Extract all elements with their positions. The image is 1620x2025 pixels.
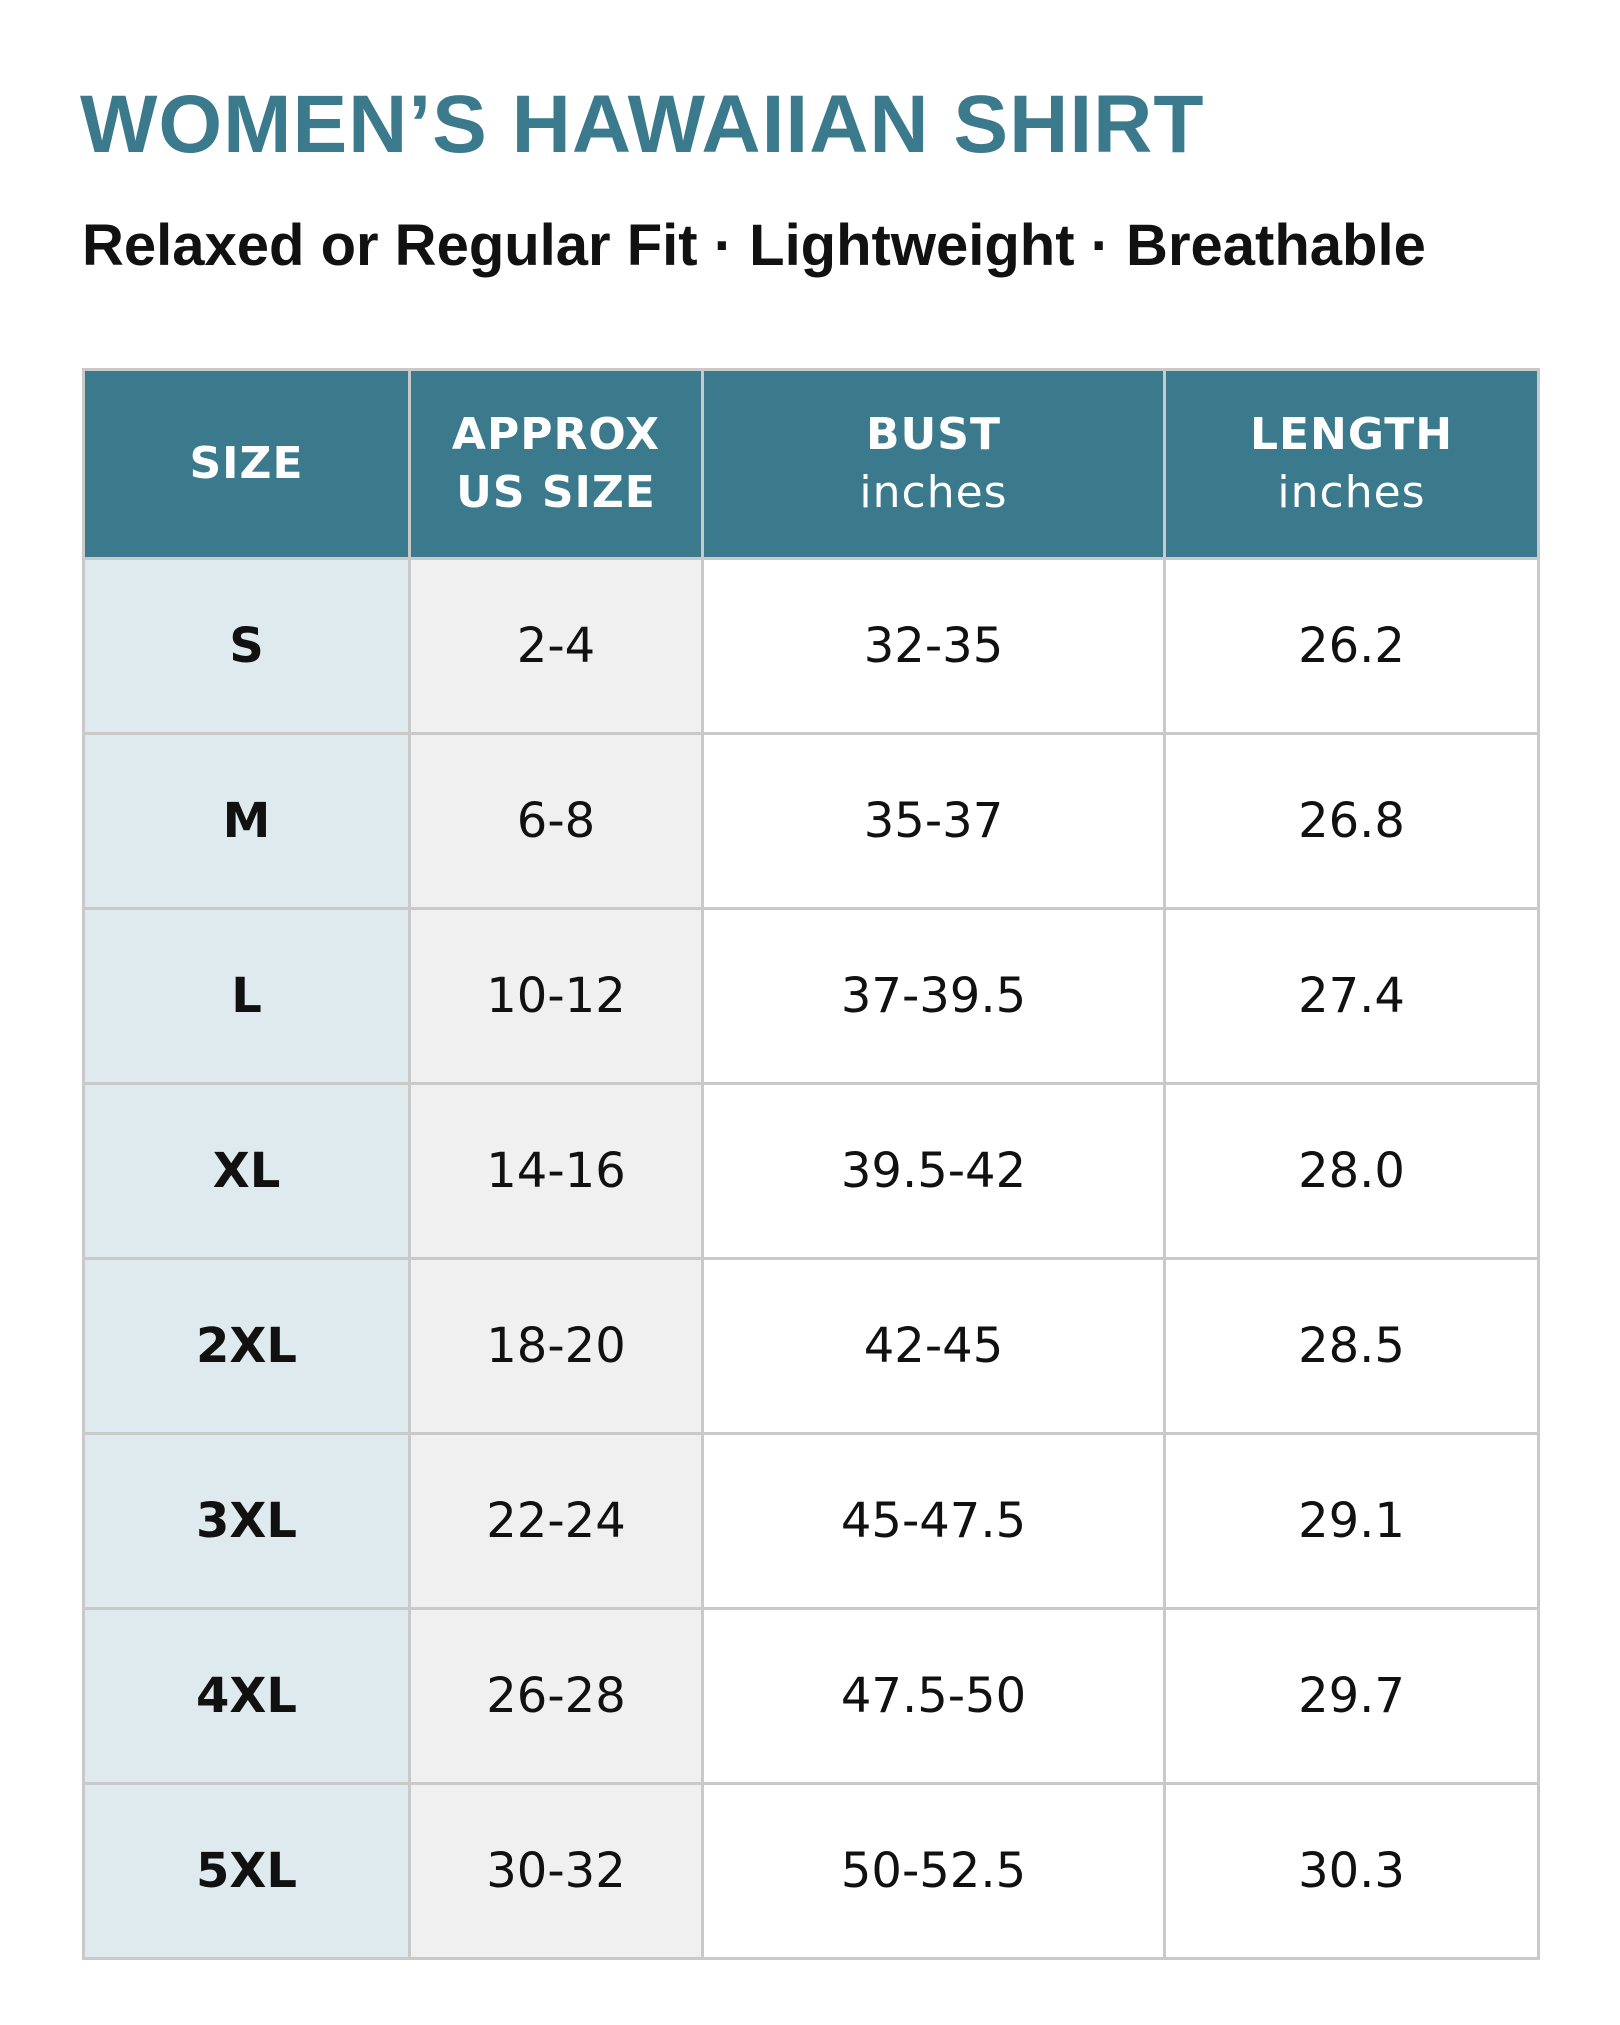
table-cell: 27.4 — [1163, 907, 1540, 1085]
table-cell: 26-28 — [408, 1607, 704, 1785]
table-cell: 37-39.5 — [701, 907, 1166, 1085]
header-unit: inches — [859, 467, 1008, 518]
table-row: 2XL 18-20 42-45 28.5 — [82, 1257, 1540, 1435]
size-table: SIZE APPROX US SIZE BUST inches LENGTH inches … — [82, 368, 1540, 1960]
table-cell: 2-4 — [408, 557, 704, 735]
table-cell: 3XL — [82, 1432, 411, 1610]
header-label: SIZE — [189, 438, 304, 489]
column-header: BUST inches — [701, 368, 1166, 560]
header-label: BUST — [866, 409, 1001, 460]
table-cell: 28.5 — [1163, 1257, 1540, 1435]
header-unit: inches — [1277, 467, 1426, 518]
table-cell: 14-16 — [408, 1082, 704, 1260]
table-cell: 28.0 — [1163, 1082, 1540, 1260]
table-cell: 10-12 — [408, 907, 704, 1085]
header-label: US SIZE — [456, 467, 656, 518]
table-cell: 45-47.5 — [701, 1432, 1166, 1610]
table-row: XL 14-16 39.5-42 28.0 — [82, 1082, 1540, 1260]
table-cell: 18-20 — [408, 1257, 704, 1435]
table-cell: 50-52.5 — [701, 1782, 1166, 1960]
header-label: LENGTH — [1249, 409, 1454, 460]
table-row: L 10-12 37-39.5 27.4 — [82, 907, 1540, 1085]
table-cell: 42-45 — [701, 1257, 1166, 1435]
table-cell: 35-37 — [701, 732, 1166, 910]
title: WOMEN’S HAWAIIAN SHIRT — [80, 79, 1205, 170]
table-cell: M — [82, 732, 411, 910]
table-body: S 2-4 32-35 26.2 M 6-8 35-37 26.8 L 10-12 37-39.5 2… — [82, 557, 1540, 1960]
header-label: APPROX — [451, 409, 661, 460]
table-cell: 2XL — [82, 1257, 411, 1435]
table-cell: 26.2 — [1163, 557, 1540, 735]
column-header: LENGTH inches — [1163, 368, 1540, 560]
table-cell: L — [82, 907, 411, 1085]
table-cell: 29.1 — [1163, 1432, 1540, 1610]
subtitle: Relaxed or Regular Fit · Lightweight · B… — [82, 213, 1426, 278]
table-cell: 26.8 — [1163, 732, 1540, 910]
table-cell: 30.3 — [1163, 1782, 1540, 1960]
column-header: SIZE — [82, 368, 411, 560]
column-header: APPROX US SIZE — [408, 368, 704, 560]
table-cell: 6-8 — [408, 732, 704, 910]
header-row: SIZE APPROX US SIZE BUST inches LENGTH inches — [82, 368, 1540, 560]
table-row: 4XL 26-28 47.5-50 29.7 — [82, 1607, 1540, 1785]
table-cell: 47.5-50 — [701, 1607, 1166, 1785]
table-cell: S — [82, 557, 411, 735]
table-row: M 6-8 35-37 26.8 — [82, 732, 1540, 910]
table-cell: XL — [82, 1082, 411, 1260]
table-cell: 39.5-42 — [701, 1082, 1166, 1260]
table-row: S 2-4 32-35 26.2 — [82, 557, 1540, 735]
table-cell: 4XL — [82, 1607, 411, 1785]
table-cell: 29.7 — [1163, 1607, 1540, 1785]
table-cell: 30-32 — [408, 1782, 704, 1960]
table-row: 3XL 22-24 45-47.5 29.1 — [82, 1432, 1540, 1610]
table-cell: 32-35 — [701, 557, 1166, 735]
table-row: 5XL 30-32 50-52.5 30.3 — [82, 1782, 1540, 1960]
table-cell: 22-24 — [408, 1432, 704, 1610]
table-cell: 5XL — [82, 1782, 411, 1960]
